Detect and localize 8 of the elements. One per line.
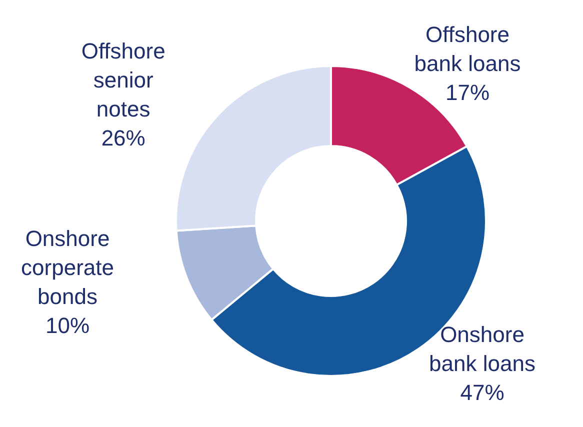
- slice-label: Offshore senior notes: [81, 38, 166, 122]
- slice-label: Onshore bank loans: [429, 322, 536, 376]
- data-label: 47%: [460, 380, 504, 405]
- slice-label: Offshore bank loans: [414, 21, 521, 76]
- slice-label: Onshore corperate bonds: [21, 226, 114, 309]
- data-label: 17%: [445, 79, 490, 104]
- data-label: 10%: [46, 312, 90, 338]
- data-label: 26%: [101, 125, 146, 150]
